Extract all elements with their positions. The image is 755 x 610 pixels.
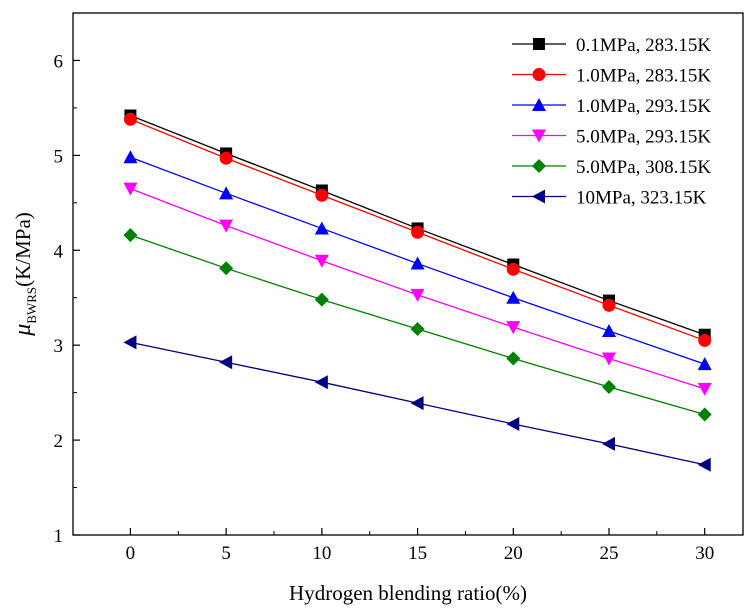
legend-item: 1.0MPa, 293.15K bbox=[512, 96, 711, 117]
legend-item: 1.0MPa, 283.15K bbox=[512, 66, 711, 87]
data-point bbox=[219, 186, 234, 200]
data-point bbox=[123, 335, 137, 350]
series-3 bbox=[123, 150, 712, 371]
y-tick-label: 1 bbox=[54, 526, 64, 547]
data-point bbox=[698, 333, 712, 347]
data-point bbox=[123, 150, 138, 164]
series-4 bbox=[123, 182, 712, 396]
series-layer bbox=[123, 109, 712, 472]
x-tick-label: 25 bbox=[600, 543, 619, 564]
y-tick-label: 6 bbox=[54, 51, 64, 72]
y-tick-label: 2 bbox=[54, 431, 64, 452]
legend-marker bbox=[532, 159, 546, 173]
data-point bbox=[602, 323, 616, 337]
y-tick-label: 4 bbox=[54, 241, 64, 262]
legend-marker bbox=[533, 38, 545, 50]
data-point bbox=[219, 261, 234, 276]
data-point bbox=[314, 221, 329, 235]
legend-marker bbox=[532, 129, 546, 143]
data-point bbox=[506, 351, 521, 366]
legend-label: 1.0MPa, 283.15K bbox=[576, 66, 711, 87]
axis-ticks: 0 5 10 15 20 25 30 1 2 3 4 5 6 bbox=[54, 51, 715, 564]
legend-label: 10MPa, 323.15K bbox=[576, 188, 707, 209]
y-axis-title: μBWRS(K/MPa) bbox=[10, 212, 39, 337]
legend-item: 5.0MPa, 308.15K bbox=[512, 157, 711, 178]
data-point bbox=[602, 436, 615, 451]
y-tick-label: 3 bbox=[54, 336, 64, 357]
x-tick-label: 0 bbox=[126, 543, 136, 564]
y-axis-symbol: μ bbox=[10, 324, 36, 337]
data-point bbox=[602, 298, 616, 312]
data-point bbox=[602, 352, 616, 366]
legend-marker bbox=[532, 189, 545, 204]
data-point bbox=[123, 228, 138, 243]
plot-area-frame bbox=[72, 12, 744, 536]
data-point bbox=[506, 416, 520, 431]
data-point bbox=[410, 288, 425, 302]
legend: 0.1MPa, 283.15K 1.0MPa, 283.15K 1.0MPa, 29… bbox=[512, 35, 711, 209]
x-tick-label: 20 bbox=[504, 543, 523, 564]
data-point bbox=[219, 151, 233, 165]
x-tick-label: 5 bbox=[221, 543, 231, 564]
legend-item: 10MPa, 323.15K bbox=[512, 188, 707, 209]
legend-item: 5.0MPa, 293.15K bbox=[512, 127, 711, 148]
data-point bbox=[410, 256, 425, 270]
data-point bbox=[697, 407, 712, 422]
series-5 bbox=[123, 228, 712, 422]
legend-label: 1.0MPa, 293.15K bbox=[576, 96, 711, 117]
x-tick-label: 15 bbox=[408, 543, 427, 564]
x-axis-title: Hydrogen blending ratio(%) bbox=[289, 581, 527, 605]
legend-label: 5.0MPa, 293.15K bbox=[576, 127, 711, 148]
x-tick-label: 30 bbox=[695, 543, 714, 564]
data-point bbox=[506, 321, 521, 335]
x-tick-label: 10 bbox=[312, 543, 331, 564]
legend-marker bbox=[532, 98, 546, 111]
data-point bbox=[123, 182, 138, 196]
data-point bbox=[123, 112, 137, 126]
data-point bbox=[410, 396, 424, 411]
legend-label: 0.1MPa, 283.15K bbox=[576, 35, 711, 56]
data-point bbox=[506, 262, 520, 276]
y-tick-label: 5 bbox=[54, 146, 64, 167]
legend-item: 0.1MPa, 283.15K bbox=[512, 35, 711, 56]
legend-label: 5.0MPa, 308.15K bbox=[576, 157, 711, 178]
data-point bbox=[697, 382, 712, 396]
data-point bbox=[506, 290, 521, 304]
y-axis-subscript: BWRS bbox=[24, 287, 39, 324]
data-point bbox=[314, 254, 329, 268]
data-point bbox=[219, 355, 233, 370]
series-6 bbox=[123, 335, 711, 472]
legend-marker bbox=[532, 68, 546, 81]
data-point bbox=[602, 379, 616, 394]
data-point bbox=[314, 292, 329, 307]
series-2 bbox=[123, 112, 712, 347]
data-point bbox=[697, 457, 711, 472]
data-point bbox=[410, 322, 425, 337]
data-point bbox=[411, 225, 425, 239]
y-axis-unit: (K/MPa) bbox=[11, 212, 35, 287]
series-line bbox=[130, 187, 705, 390]
data-point bbox=[219, 219, 234, 233]
data-point bbox=[697, 357, 712, 371]
data-point bbox=[314, 375, 328, 390]
data-point bbox=[315, 188, 329, 202]
